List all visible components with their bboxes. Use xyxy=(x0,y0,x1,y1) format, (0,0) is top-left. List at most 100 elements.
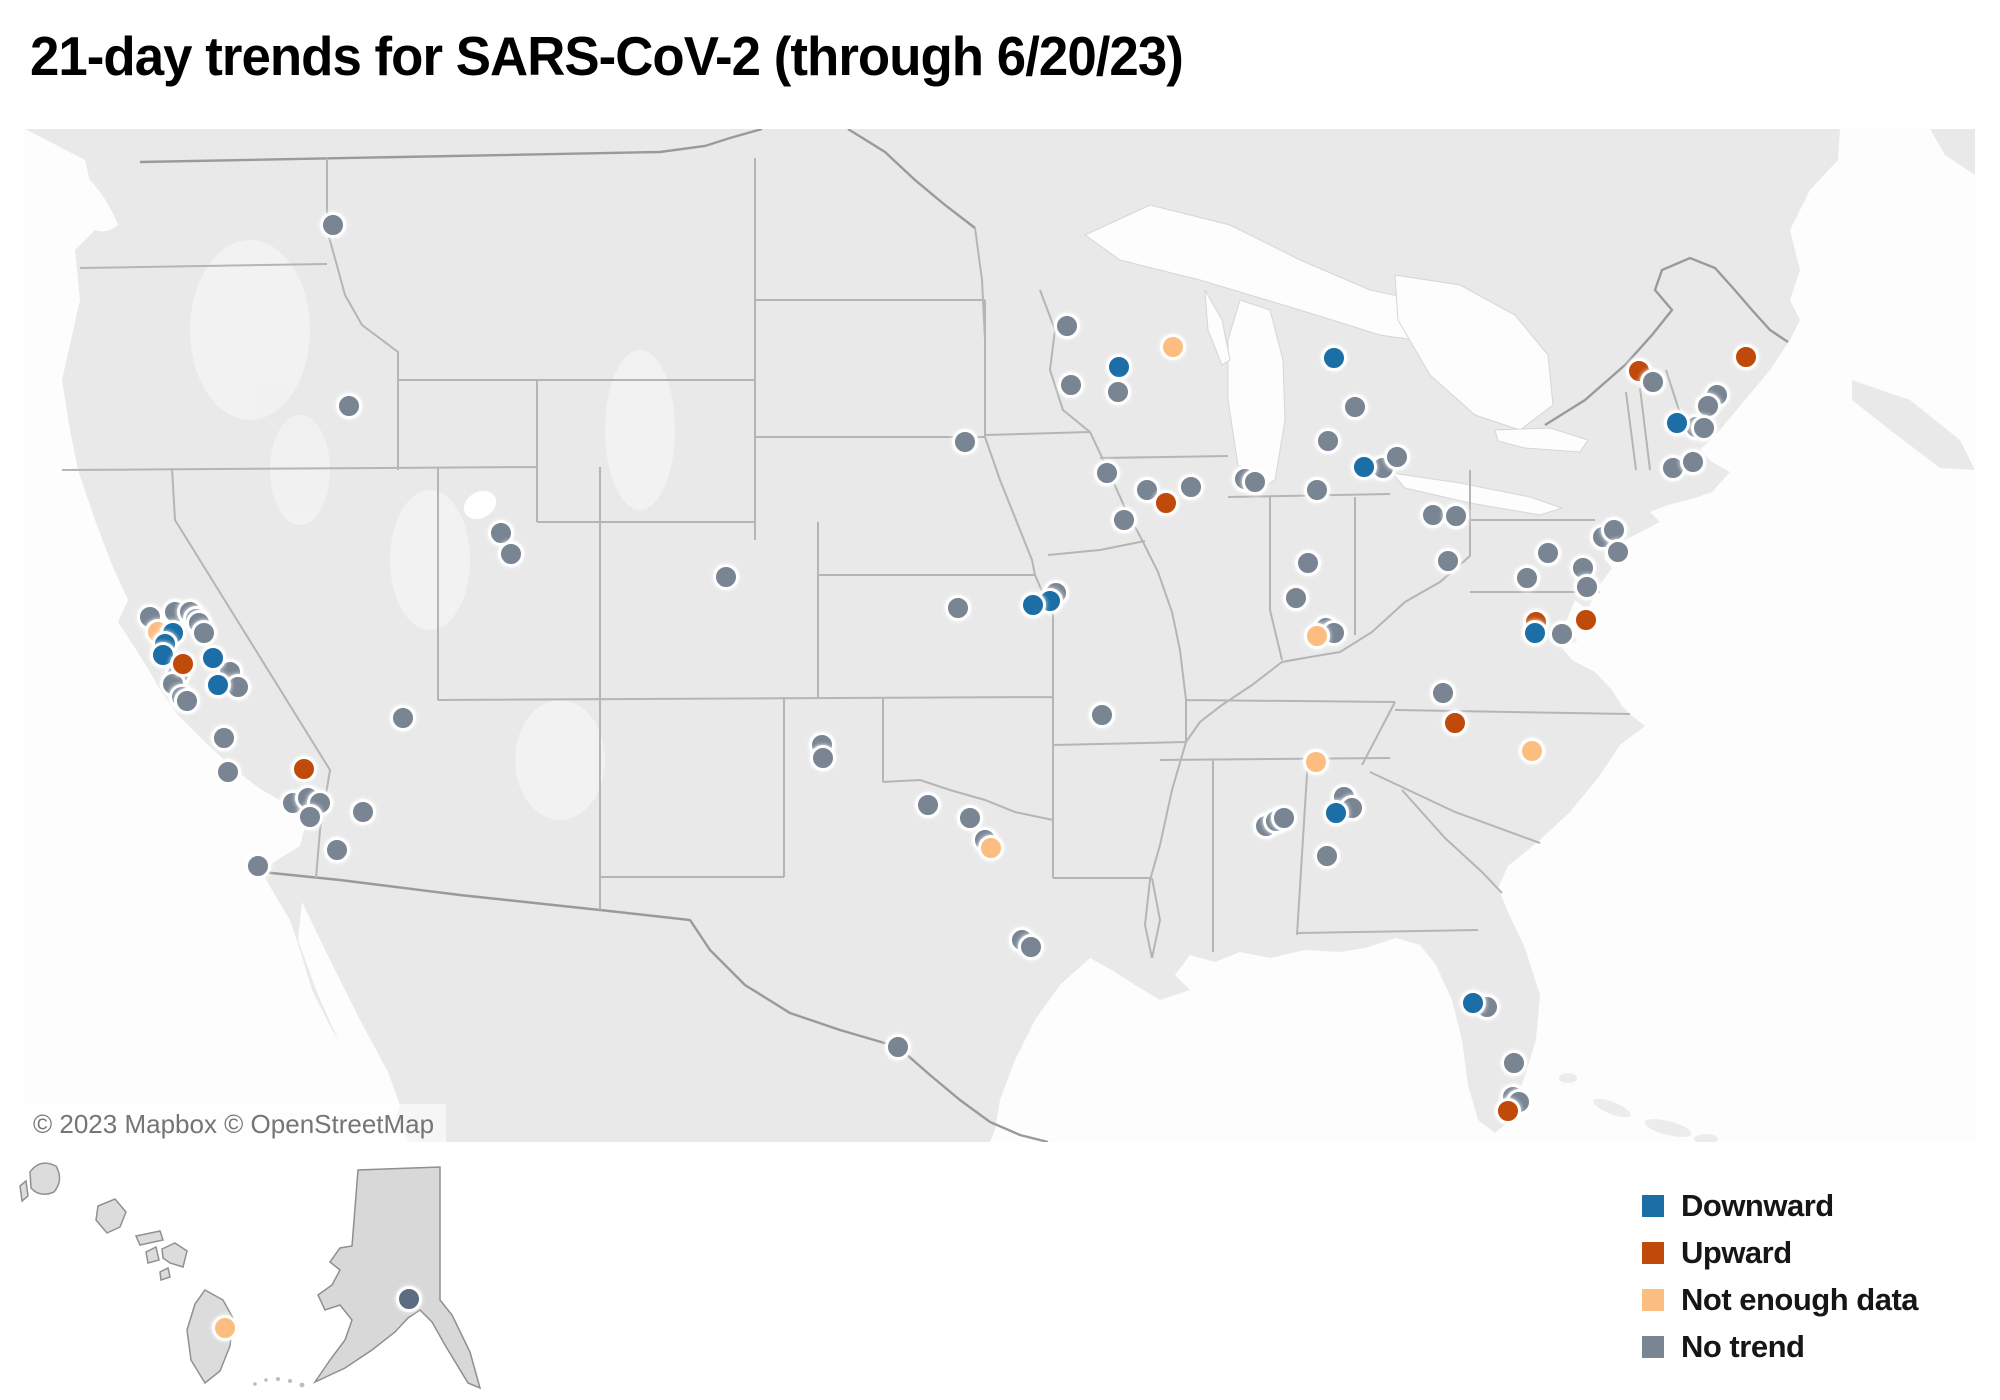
trend-dot-no_trend[interactable] xyxy=(1094,460,1120,486)
trend-dot-no_trend[interactable] xyxy=(324,837,350,863)
great-salt-lake xyxy=(463,490,497,520)
trend-dot-no_trend[interactable] xyxy=(1271,805,1297,831)
land-maritimes xyxy=(1852,380,1975,470)
trend-dot-upward[interactable] xyxy=(1733,344,1759,370)
trend-dot-downward[interactable] xyxy=(1664,410,1690,436)
trend-dot-no_trend[interactable] xyxy=(885,1034,911,1060)
trend-dot-downward[interactable] xyxy=(1460,990,1486,1016)
trend-dot-downward[interactable] xyxy=(1321,345,1347,371)
hawaii-inset xyxy=(19,1162,234,1385)
trend-dot-no_trend[interactable] xyxy=(1435,548,1461,574)
trend-dot-upward[interactable] xyxy=(1442,710,1468,736)
trend-dot-no_trend[interactable] xyxy=(1384,444,1410,470)
trend-dot-no_trend[interactable] xyxy=(1501,1050,1527,1076)
trend-dot-no_trend[interactable] xyxy=(1420,502,1446,528)
lake-erie xyxy=(1390,472,1564,516)
legend-item-no_trend[interactable]: No trend xyxy=(1642,1329,1918,1364)
trend-dot-upward[interactable] xyxy=(170,651,196,677)
green-bay xyxy=(1204,289,1231,366)
trend-dot-no_trend[interactable] xyxy=(1134,477,1160,503)
trend-dot-not_enough_data[interactable] xyxy=(1303,749,1329,775)
trend-dot-upward[interactable] xyxy=(1153,490,1179,516)
map-attribution[interactable]: © 2023 Mapbox © OpenStreetMap xyxy=(25,1104,447,1147)
trend-dot-no_trend[interactable] xyxy=(1680,449,1706,475)
trend-dot-not_enough_data[interactable] xyxy=(1304,623,1330,649)
trend-dot-no_trend[interactable] xyxy=(1605,539,1631,565)
trend-dot-not_enough_data[interactable] xyxy=(978,835,1004,861)
trend-dot-not_enough_data[interactable] xyxy=(1160,334,1186,360)
trend-dot-downward[interactable] xyxy=(200,645,226,671)
country-borders xyxy=(139,129,1789,1142)
trend-dot-no_trend[interactable] xyxy=(957,805,983,831)
trend-dot-no_trend[interactable] xyxy=(1111,507,1137,533)
trend-dot-downward[interactable] xyxy=(205,672,231,698)
trend-dot-no_trend[interactable] xyxy=(1295,550,1321,576)
trend-dot-no_trend[interactable] xyxy=(1089,702,1115,728)
trend-dot-no_trend[interactable] xyxy=(297,804,323,830)
trend-dot-no_trend[interactable] xyxy=(1304,477,1330,503)
trend-dot-no_trend[interactable] xyxy=(1640,369,1666,395)
trend-dot-no_trend[interactable] xyxy=(191,620,217,646)
island-molokai xyxy=(134,1230,164,1246)
trend-dot-upward[interactable] xyxy=(291,756,317,782)
state-borders xyxy=(61,158,1687,959)
trend-dot-no_trend[interactable] xyxy=(1549,621,1575,647)
legend-label: Not enough data xyxy=(1681,1282,1919,1317)
trend-dot-upward[interactable] xyxy=(1573,607,1599,633)
trend-dot-not_enough_data[interactable] xyxy=(212,1315,238,1341)
trend-dot-no_trend[interactable] xyxy=(945,595,971,621)
trend-dot-no_trend[interactable] xyxy=(350,799,376,825)
trend-dot-upward[interactable] xyxy=(1495,1098,1521,1124)
trend-dot-no_trend[interactable] xyxy=(1535,540,1561,566)
trend-dot-downward[interactable] xyxy=(1351,454,1377,480)
legend-item-upward[interactable]: Upward xyxy=(1642,1235,1918,1270)
trend-dot-downward[interactable] xyxy=(1522,620,1548,646)
trend-dot-no_trend[interactable] xyxy=(1601,517,1627,543)
trend-dot-no_trend[interactable] xyxy=(1443,503,1469,529)
trend-dot-downward[interactable] xyxy=(1020,592,1046,618)
trend-dot-no_trend[interactable] xyxy=(1315,428,1341,454)
legend-item-not_enough_data[interactable]: Not enough data xyxy=(1642,1282,1919,1317)
legend-item-downward[interactable]: Downward xyxy=(1642,1188,1918,1223)
island-kahoolawe xyxy=(159,1266,171,1282)
trend-dot-no_trend[interactable] xyxy=(336,393,362,419)
trend-dot-no_trend[interactable] xyxy=(810,745,836,771)
trend-dot-no_trend[interactable] xyxy=(1514,565,1540,591)
trend-dot-no_trend[interactable] xyxy=(1695,393,1721,419)
trend-dot-downward[interactable] xyxy=(1106,354,1132,380)
trend-dot-no_trend[interactable] xyxy=(713,564,739,590)
alaska-inset xyxy=(253,1166,482,1390)
trend-dot-no_trend[interactable] xyxy=(915,792,941,818)
trend-dot-downward[interactable] xyxy=(1323,800,1349,826)
trend-dot-no_trend[interactable] xyxy=(952,429,978,455)
trend-dot-no_trend[interactable] xyxy=(1342,394,1368,420)
trend-dot-no_trend[interactable] xyxy=(320,212,346,238)
trend-dot-no_trend[interactable] xyxy=(174,688,200,714)
gulf-of-california xyxy=(298,902,400,1128)
trend-dot-no_trend[interactable] xyxy=(215,759,241,785)
great-lakes xyxy=(1084,204,1589,516)
trend-dot-no_trend[interactable] xyxy=(390,705,416,731)
island-maui xyxy=(161,1242,188,1268)
legend-label: Downward xyxy=(1681,1188,1834,1223)
trend-dot-no_trend[interactable] xyxy=(1018,934,1044,960)
trend-dot-no_trend[interactable] xyxy=(1105,379,1131,405)
trend-dot-no_trend[interactable] xyxy=(1178,474,1204,500)
trend-dot-not_enough_data[interactable] xyxy=(1519,738,1545,764)
trend-dot-no_trend[interactable] xyxy=(1574,574,1600,600)
trend-dot-no_trend[interactable] xyxy=(245,853,271,879)
trend-dot-no_trend[interactable] xyxy=(488,520,514,546)
map-base xyxy=(25,129,1975,1142)
trend-dot-no_trend[interactable] xyxy=(396,1286,422,1312)
trend-dot-no_trend[interactable] xyxy=(498,541,524,567)
trend-dot-no_trend[interactable] xyxy=(1242,469,1268,495)
trend-dot-no_trend[interactable] xyxy=(1430,680,1456,706)
terrain-sheen xyxy=(190,240,675,820)
trend-dot-no_trend[interactable] xyxy=(1054,313,1080,339)
trend-dot-no_trend[interactable] xyxy=(211,725,237,751)
legend-swatch-downward xyxy=(1642,1195,1664,1217)
trend-dot-no_trend[interactable] xyxy=(1314,843,1340,869)
trend-dot-no_trend[interactable] xyxy=(1283,585,1309,611)
trend-dot-no_trend[interactable] xyxy=(1691,415,1717,441)
trend-dot-no_trend[interactable] xyxy=(1058,372,1084,398)
